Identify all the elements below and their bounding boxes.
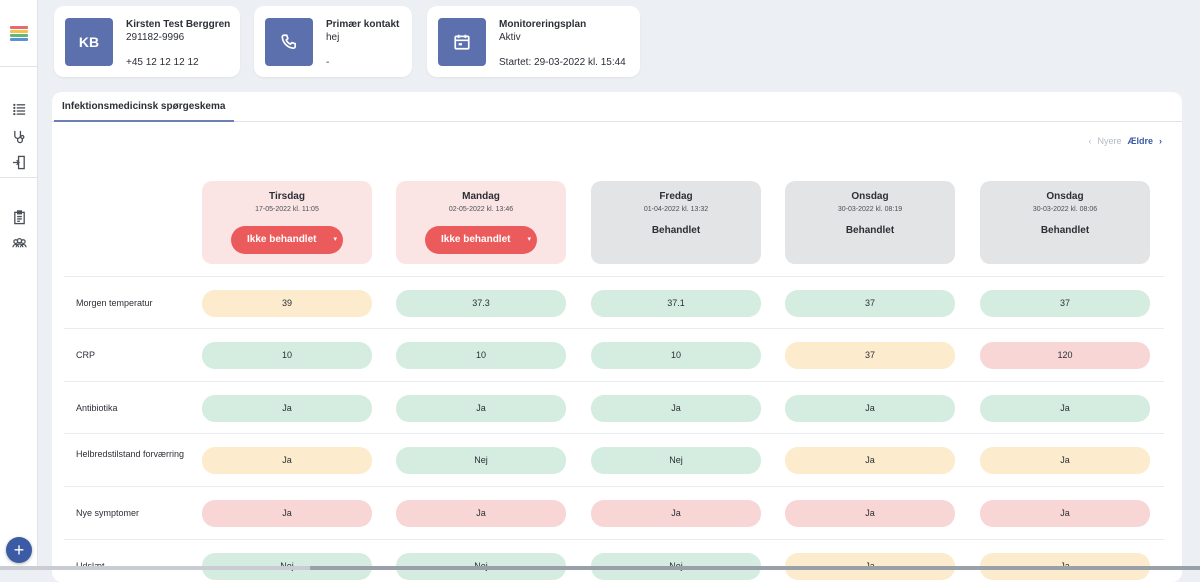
answer-cell: Ja bbox=[202, 500, 372, 527]
answer-cell: Ja bbox=[396, 500, 566, 527]
caret-down-icon: ▾ bbox=[333, 226, 337, 254]
plan-title: Monitoreringsplan bbox=[499, 18, 626, 31]
plus-icon: + bbox=[14, 541, 25, 559]
response-day: Onsdag bbox=[980, 191, 1150, 202]
tab-infection-questionnaire[interactable]: Infektionsmedicinsk spørgeskema bbox=[54, 92, 234, 122]
answer-cell: 39 bbox=[202, 290, 372, 317]
response-date: 01-04-2022 kl. 13:32 bbox=[591, 206, 761, 213]
calendar-icon bbox=[438, 18, 486, 66]
answer-cell: 37.1 bbox=[591, 290, 761, 317]
answer-cell: 37 bbox=[980, 290, 1150, 317]
stethoscope-icon[interactable] bbox=[9, 126, 29, 146]
response-day: Onsdag bbox=[785, 191, 955, 202]
status-label: Behandlet bbox=[591, 225, 761, 236]
scrollbar-thumb[interactable] bbox=[310, 566, 1200, 570]
answer-cell: 10 bbox=[396, 342, 566, 369]
avatar: KB bbox=[65, 18, 113, 66]
row-divider bbox=[64, 328, 1164, 329]
answer-cell: Nej bbox=[396, 447, 566, 474]
sidebar-divider bbox=[0, 66, 38, 67]
older-link[interactable]: Ældre bbox=[1127, 136, 1153, 146]
plan-started: Startet: 29-03-2022 kl. 15:44 bbox=[499, 56, 626, 69]
contact-extra: - bbox=[326, 56, 399, 69]
answer-cell: 37.3 bbox=[396, 290, 566, 317]
contact-card: Primær kontakt hej - bbox=[254, 6, 412, 77]
chevron-right-icon[interactable]: › bbox=[1159, 136, 1162, 146]
group-icon[interactable] bbox=[9, 233, 29, 253]
sidebar-divider bbox=[0, 177, 38, 178]
answer-cell: Ja bbox=[980, 500, 1150, 527]
answer-cell: 10 bbox=[591, 342, 761, 369]
patient-cpr: 291182-9996 bbox=[126, 31, 230, 44]
status-dropdown[interactable]: Ikke behandlet ▾ bbox=[231, 226, 343, 254]
plan-status: Aktiv bbox=[499, 31, 626, 44]
questionnaire-panel: Infektionsmedicinsk spørgeskema ‹ Nyere … bbox=[52, 92, 1182, 582]
response-date: 30-03-2022 kl. 08:06 bbox=[980, 206, 1150, 213]
add-button[interactable]: + bbox=[6, 537, 32, 563]
response-column-header: Mandag 02-05-2022 kl. 13:46 Ikke behandlet… bbox=[396, 181, 566, 264]
sidebar: + bbox=[0, 0, 38, 570]
response-column-header: Tirsdag 17-05-2022 kl. 11:05 Ikke behandle… bbox=[202, 181, 372, 264]
chevron-left-icon[interactable]: ‹ bbox=[1088, 136, 1091, 146]
question-label: Nye symptomer bbox=[76, 507, 196, 519]
plan-card: Monitoreringsplan Aktiv Startet: 29-03-2… bbox=[427, 6, 640, 77]
answer-cell: 120 bbox=[980, 342, 1150, 369]
response-date: 30-03-2022 kl. 08:19 bbox=[785, 206, 955, 213]
answer-cell: Ja bbox=[980, 447, 1150, 474]
answer-cell: Ja bbox=[785, 447, 955, 474]
response-day: Fredag bbox=[591, 191, 761, 202]
newer-link[interactable]: Nyere bbox=[1097, 136, 1121, 146]
answer-cell: Ja bbox=[785, 500, 955, 527]
patient-name: Kirsten Test Berggren bbox=[126, 18, 230, 31]
answer-cell: Ja bbox=[785, 395, 955, 422]
app-logo[interactable] bbox=[10, 26, 28, 42]
status-label: Behandlet bbox=[785, 225, 955, 236]
answer-cell: 37 bbox=[785, 290, 955, 317]
question-label: Antibiotika bbox=[76, 402, 196, 414]
question-label: Helbredstilstand forværring bbox=[76, 448, 196, 460]
answer-cell: Ja bbox=[396, 395, 566, 422]
question-label: Morgen temperatur bbox=[76, 297, 196, 309]
row-divider bbox=[64, 486, 1164, 487]
row-divider bbox=[64, 276, 1164, 277]
answer-cell: Ja bbox=[591, 500, 761, 527]
status-dropdown[interactable]: Ikke behandlet ▾ bbox=[425, 226, 537, 254]
response-column-header: Onsdag 30-03-2022 kl. 08:19 Behandlet bbox=[785, 181, 955, 264]
response-column-header: Onsdag 30-03-2022 kl. 08:06 Behandlet bbox=[980, 181, 1150, 264]
caret-down-icon: ▾ bbox=[527, 226, 531, 254]
answer-cell: 10 bbox=[202, 342, 372, 369]
contact-value: hej bbox=[326, 31, 399, 44]
patient-card: KB Kirsten Test Berggren 291182-9996 +45… bbox=[54, 6, 240, 77]
list-icon[interactable] bbox=[9, 99, 29, 119]
answer-cell: Ja bbox=[980, 395, 1150, 422]
response-date: 17-05-2022 kl. 11:05 bbox=[202, 206, 372, 213]
question-label: CRP bbox=[76, 349, 196, 361]
horizontal-scrollbar[interactable] bbox=[0, 566, 1200, 570]
exit-door-icon[interactable] bbox=[9, 152, 29, 172]
pager: ‹ Nyere Ældre › bbox=[1088, 136, 1162, 146]
answer-cell: Nej bbox=[591, 447, 761, 474]
answer-cell: 37 bbox=[785, 342, 955, 369]
row-divider bbox=[64, 433, 1164, 434]
tab-bar: Infektionsmedicinsk spørgeskema bbox=[52, 92, 1182, 122]
contact-title: Primær kontakt bbox=[326, 18, 399, 31]
response-column-header: Fredag 01-04-2022 kl. 13:32 Behandlet bbox=[591, 181, 761, 264]
status-label: Behandlet bbox=[980, 225, 1150, 236]
row-divider bbox=[64, 539, 1164, 540]
phone-icon bbox=[265, 18, 313, 66]
response-date: 02-05-2022 kl. 13:46 bbox=[396, 206, 566, 213]
answer-cell: Ja bbox=[202, 395, 372, 422]
row-divider bbox=[64, 381, 1164, 382]
patient-phone: +45 12 12 12 12 bbox=[126, 56, 230, 69]
response-day: Mandag bbox=[396, 191, 566, 202]
response-day: Tirsdag bbox=[202, 191, 372, 202]
clipboard-icon[interactable] bbox=[9, 207, 29, 227]
answer-cell: Ja bbox=[591, 395, 761, 422]
answer-cell: Ja bbox=[202, 447, 372, 474]
